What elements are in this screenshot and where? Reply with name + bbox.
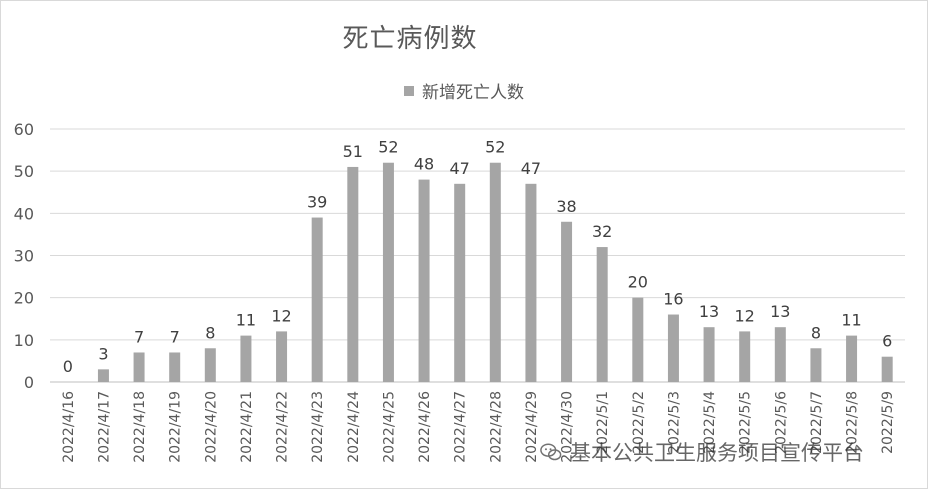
data-label: 12	[271, 306, 291, 325]
data-label: 47	[450, 159, 470, 178]
data-label: 52	[378, 138, 398, 157]
data-label: 13	[699, 302, 719, 321]
x-tick-label: 2022/5/4	[702, 391, 718, 454]
x-tick-label: 2022/4/16	[61, 391, 77, 463]
data-label: 3	[98, 344, 108, 363]
data-label: 12	[735, 306, 755, 325]
bar	[418, 179, 430, 382]
legend-label: 新增死亡人数	[422, 83, 524, 103]
bar	[774, 327, 786, 382]
bar	[169, 352, 181, 382]
data-label: 38	[556, 197, 576, 216]
x-tick-label: 2022/4/22	[275, 391, 291, 463]
bar	[133, 352, 145, 382]
wechat-icon	[540, 443, 562, 461]
data-label: 16	[663, 290, 683, 309]
bar	[382, 162, 394, 382]
x-tick-label: 2022/4/18	[132, 391, 148, 463]
y-tick-label: 20	[14, 289, 34, 308]
y-tick-label: 10	[14, 331, 34, 350]
bar	[703, 327, 715, 382]
bar	[561, 221, 573, 382]
data-label: 39	[307, 193, 327, 212]
x-tick-label: 2022/5/6	[773, 391, 789, 454]
data-label: 20	[628, 273, 648, 292]
bar	[739, 331, 751, 382]
data-label: 48	[414, 155, 434, 174]
bar	[596, 247, 608, 382]
bar	[347, 166, 359, 382]
y-tick-label: 50	[14, 162, 34, 181]
data-label: 7	[134, 327, 144, 346]
bar	[97, 369, 109, 382]
bar	[240, 335, 252, 382]
x-tick-label: 2022/4/20	[203, 391, 219, 463]
y-tick-label: 40	[14, 204, 34, 223]
data-label: 6	[882, 332, 892, 351]
x-tick-label: 2022/4/27	[453, 391, 469, 463]
x-tick-label: 2022/4/19	[168, 391, 184, 463]
x-tick-label: 2022/5/9	[880, 391, 896, 454]
chart-title: 死亡病例数	[342, 24, 478, 54]
bar	[204, 348, 216, 382]
y-tick-label: 60	[14, 120, 34, 139]
data-label: 47	[521, 159, 541, 178]
data-label: 32	[592, 222, 612, 241]
data-label: 8	[205, 323, 215, 342]
x-tick-label: 2022/4/30	[560, 391, 576, 463]
x-tick-label: 2022/5/3	[666, 391, 682, 454]
data-label: 52	[485, 138, 505, 157]
bar	[846, 335, 858, 382]
x-tick-label: 2022/4/23	[310, 391, 326, 463]
watermark: 基本公共卫生服务项目宣传平台	[540, 437, 864, 467]
data-label: 11	[841, 311, 861, 330]
bar	[489, 162, 501, 382]
data-label: 13	[770, 302, 790, 321]
bar	[632, 297, 644, 382]
x-tick-label: 2022/4/24	[346, 391, 362, 463]
y-tick-label: 0	[24, 373, 34, 392]
bar	[525, 183, 537, 382]
x-tick-label: 2022/4/26	[417, 391, 433, 463]
legend: 新增死亡人数	[404, 78, 524, 103]
x-tick-label: 2022/4/29	[524, 391, 540, 463]
x-tick-label: 2022/4/21	[239, 391, 255, 463]
data-label: 0	[63, 357, 73, 376]
y-tick-label: 30	[14, 247, 34, 266]
x-tick-label: 2022/4/28	[488, 391, 504, 463]
data-label: 7	[170, 327, 180, 346]
data-label: 51	[343, 142, 363, 161]
bar	[667, 314, 679, 382]
x-tick-label: 2022/5/1	[595, 391, 611, 454]
watermark-text: 基本公共卫生服务项目宣传平台	[570, 441, 864, 465]
x-tick-label: 2022/5/2	[631, 391, 647, 454]
x-tick-label: 2022/5/5	[738, 391, 754, 454]
x-tick-label: 2022/4/25	[381, 391, 397, 463]
legend-swatch	[404, 85, 414, 96]
bar	[454, 183, 466, 382]
x-tick-label: 2022/5/7	[809, 391, 825, 454]
x-tick-label: 2022/4/17	[96, 391, 112, 463]
data-label: 11	[236, 311, 256, 330]
bar	[311, 217, 323, 382]
data-label: 8	[811, 323, 821, 342]
bar	[881, 356, 893, 382]
bar	[810, 348, 822, 382]
x-tick-label: 2022/5/8	[845, 391, 861, 454]
bar	[276, 331, 288, 382]
